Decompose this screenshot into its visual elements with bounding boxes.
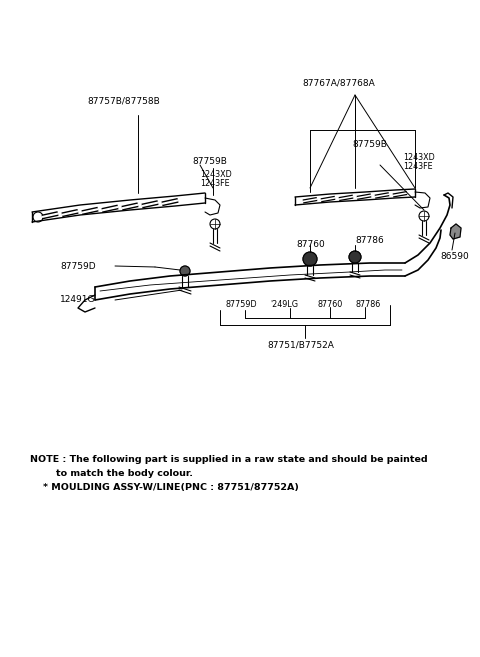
Text: 87786: 87786: [355, 236, 384, 245]
Text: 87767A/87768A: 87767A/87768A: [302, 78, 375, 87]
Text: 87757B/87758B: 87757B/87758B: [87, 97, 160, 106]
Text: 87760: 87760: [318, 300, 343, 309]
Circle shape: [349, 251, 361, 263]
Text: '249LG: '249LG: [270, 300, 298, 309]
Text: 87759D: 87759D: [60, 262, 96, 271]
Text: 87759B: 87759B: [192, 157, 227, 166]
Text: * MOULDING ASSY-W/LINE(PNC : 87751/87752A): * MOULDING ASSY-W/LINE(PNC : 87751/87752…: [30, 483, 299, 492]
Circle shape: [180, 266, 190, 276]
Text: to match the body colour.: to match the body colour.: [30, 469, 193, 478]
Text: 87786: 87786: [355, 300, 380, 309]
Circle shape: [303, 252, 317, 266]
Text: 1243XD: 1243XD: [403, 153, 435, 162]
Text: 86590: 86590: [440, 252, 469, 261]
Text: 87751/B7752A: 87751/B7752A: [267, 340, 334, 349]
Text: 87760: 87760: [296, 240, 325, 249]
Text: NOTE : The following part is supplied in a raw state and should be painted: NOTE : The following part is supplied in…: [30, 455, 428, 464]
Text: 87759D: 87759D: [225, 300, 257, 309]
Polygon shape: [450, 224, 461, 239]
Text: 87759B: 87759B: [352, 140, 387, 149]
Text: 1243XD: 1243XD: [200, 170, 232, 179]
Text: 1243FE: 1243FE: [200, 179, 229, 188]
Text: 12491G: 12491G: [60, 295, 96, 304]
Text: 1243FE: 1243FE: [403, 162, 432, 171]
